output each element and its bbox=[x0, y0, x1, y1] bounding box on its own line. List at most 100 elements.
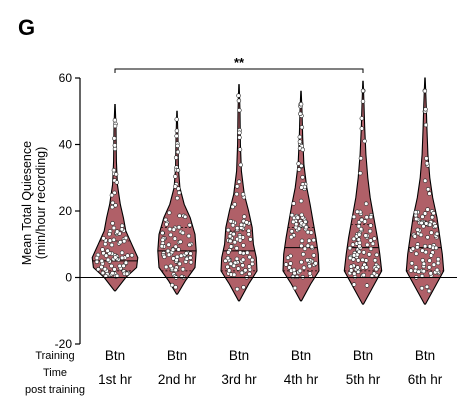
data-point bbox=[298, 101, 304, 107]
data-point bbox=[348, 255, 353, 261]
data-point bbox=[100, 270, 106, 276]
data-point bbox=[113, 172, 119, 177]
data-point bbox=[419, 220, 424, 226]
data-point bbox=[170, 282, 175, 288]
data-point bbox=[123, 260, 129, 265]
data-point bbox=[183, 214, 188, 220]
data-point bbox=[367, 252, 372, 257]
data-point bbox=[160, 230, 165, 236]
data-point bbox=[109, 263, 114, 269]
data-point bbox=[372, 236, 377, 241]
data-point bbox=[231, 231, 236, 237]
data-point bbox=[413, 210, 418, 215]
data-point bbox=[102, 266, 108, 272]
data-point bbox=[165, 248, 171, 254]
data-point bbox=[173, 285, 178, 290]
data-point bbox=[291, 219, 296, 225]
data-point bbox=[112, 143, 118, 148]
data-point bbox=[299, 125, 305, 130]
category-time-label: 6th hr bbox=[408, 372, 443, 387]
data-point bbox=[124, 271, 130, 276]
data-point bbox=[307, 263, 312, 269]
data-point bbox=[237, 147, 243, 152]
data-point bbox=[291, 267, 297, 273]
data-point bbox=[301, 252, 306, 257]
data-point bbox=[305, 229, 311, 235]
data-point bbox=[225, 255, 231, 261]
data-point bbox=[103, 253, 109, 258]
data-point bbox=[368, 214, 374, 220]
data-point bbox=[358, 226, 364, 232]
data-point bbox=[107, 231, 112, 237]
data-point bbox=[236, 179, 242, 184]
data-point bbox=[297, 139, 303, 144]
data-point bbox=[167, 226, 173, 232]
data-point bbox=[415, 227, 420, 233]
data-point bbox=[225, 264, 230, 270]
data-point bbox=[368, 223, 373, 228]
data-point bbox=[358, 171, 363, 176]
data-point bbox=[283, 262, 289, 267]
y-axis-label-line-1: Mean Total Quiesence bbox=[20, 141, 34, 265]
data-point bbox=[409, 261, 415, 266]
significance-label: ** bbox=[234, 55, 245, 70]
data-point bbox=[110, 221, 115, 226]
data-point bbox=[111, 237, 117, 243]
data-point bbox=[166, 242, 171, 247]
violin-body bbox=[91, 104, 139, 292]
data-point bbox=[228, 244, 234, 249]
data-point bbox=[290, 274, 296, 280]
data-point bbox=[184, 251, 189, 256]
data-point bbox=[110, 200, 115, 206]
data-point bbox=[433, 245, 439, 251]
violin-1 bbox=[91, 104, 139, 292]
violin-5 bbox=[343, 80, 383, 305]
data-point bbox=[186, 233, 192, 239]
data-point bbox=[228, 219, 233, 224]
data-point bbox=[113, 255, 118, 260]
data-point bbox=[174, 128, 180, 133]
data-point bbox=[429, 230, 434, 235]
data-point bbox=[374, 267, 379, 272]
data-point bbox=[230, 204, 235, 210]
data-point bbox=[227, 268, 232, 273]
data-point bbox=[357, 240, 362, 246]
category-training-label: Btn bbox=[167, 348, 187, 363]
data-point bbox=[363, 233, 368, 238]
y-axis-label-line-2: (min/hour recording) bbox=[34, 147, 48, 260]
category-time-label: 4th hr bbox=[284, 372, 319, 387]
data-point bbox=[96, 267, 101, 272]
violin-3 bbox=[220, 84, 258, 302]
data-point bbox=[436, 257, 441, 262]
data-point bbox=[307, 271, 313, 276]
data-point bbox=[410, 246, 416, 251]
data-point bbox=[296, 161, 301, 166]
data-point bbox=[175, 195, 180, 201]
data-point bbox=[247, 271, 252, 277]
data-point bbox=[188, 260, 194, 265]
data-point bbox=[236, 98, 242, 103]
data-point bbox=[121, 263, 126, 269]
violin-6 bbox=[405, 77, 445, 305]
data-point bbox=[166, 252, 172, 257]
data-point bbox=[112, 267, 117, 272]
data-point bbox=[236, 266, 241, 271]
data-point bbox=[424, 284, 430, 289]
data-point bbox=[107, 238, 113, 243]
data-point bbox=[292, 285, 298, 291]
data-point bbox=[364, 201, 369, 206]
data-point bbox=[285, 255, 291, 260]
data-point bbox=[412, 234, 417, 239]
panel-letter: G bbox=[18, 15, 35, 40]
data-point bbox=[237, 130, 242, 135]
data-point bbox=[119, 227, 125, 232]
data-point bbox=[424, 156, 429, 161]
data-point bbox=[430, 215, 435, 220]
y-tick-label: 60 bbox=[59, 71, 73, 85]
data-point bbox=[372, 258, 378, 263]
data-point bbox=[243, 268, 248, 273]
data-point bbox=[119, 223, 125, 228]
data-point bbox=[300, 175, 305, 180]
data-point bbox=[176, 247, 181, 252]
data-point bbox=[236, 93, 241, 98]
